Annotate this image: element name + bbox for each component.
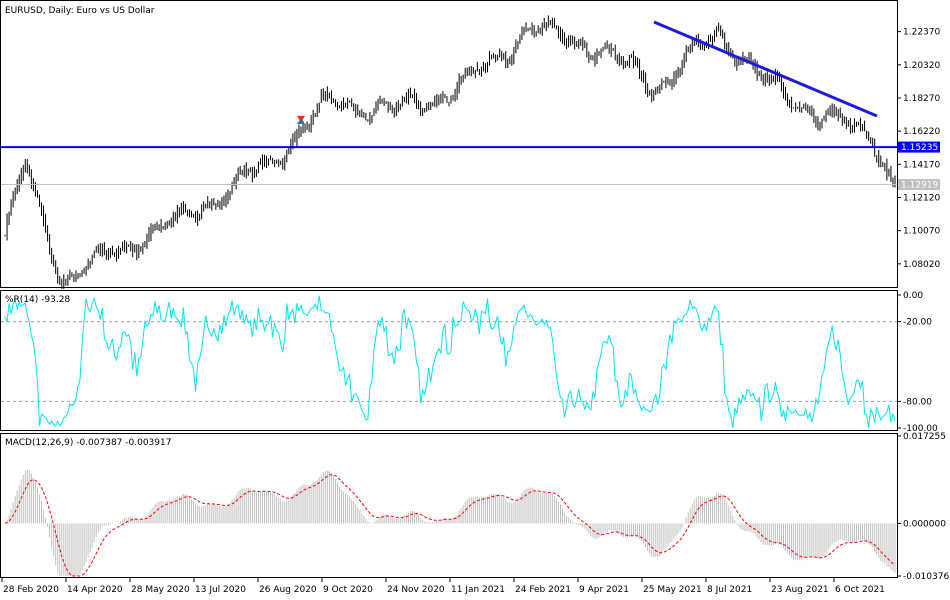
svg-text:1.15235: 1.15235 xyxy=(901,143,938,153)
date-tick-label: 23 Aug 2021 xyxy=(771,585,829,595)
wpr-y-axis: 0.00 -20.00 -80.00 -100.00 xyxy=(897,291,938,434)
price-tick-label: 1.16220 xyxy=(903,127,940,137)
date-tick-label: 25 May 2021 xyxy=(643,585,702,595)
price-candles xyxy=(4,15,896,289)
price-tick-label: 1.08020 xyxy=(903,260,940,270)
descending-trend-line[interactable] xyxy=(653,20,878,118)
price-tick-label: 1.14170 xyxy=(903,160,940,170)
macd-tick-label: 0.000000 xyxy=(903,519,946,529)
date-tick-label: 6 Oct 2021 xyxy=(835,585,885,595)
date-tick-label: 24 Feb 2021 xyxy=(515,585,571,595)
trade-arrow-icon xyxy=(297,116,305,124)
wpr-tick-label: 0.00 xyxy=(903,291,923,301)
wpr-label: %R(14) -93.28 xyxy=(5,295,70,305)
svg-text:1.12919: 1.12919 xyxy=(901,181,938,191)
date-tick-label: 24 Nov 2020 xyxy=(387,585,445,595)
wpr-tick-label: -20.00 xyxy=(903,318,932,328)
macd-tick-label: 0.017255 xyxy=(903,432,946,442)
macd-y-axis: 0.017255 0.000000 -0.010376 xyxy=(897,432,949,582)
price-tick-label: 1.22370 xyxy=(903,28,940,38)
price-y-axis: 1.22370 1.20320 1.18270 1.16220 1.14170 1.121… xyxy=(897,28,940,270)
macd-label: MACD(12,26,9) -0.007387 -0.003917 xyxy=(5,438,171,448)
date-tick-label: 28 Feb 2020 xyxy=(3,585,59,595)
date-tick-label: 8 Jul 2021 xyxy=(707,585,752,595)
date-tick-label: 26 Aug 2020 xyxy=(259,585,317,595)
price-panel[interactable] xyxy=(0,0,898,288)
macd-signal-line xyxy=(4,474,896,577)
date-tick-label: 9 Oct 2020 xyxy=(323,585,373,595)
horizontal-line-price-badge: 1.15235 xyxy=(898,141,940,153)
wpr-tick-label: -100.00 xyxy=(903,424,938,434)
wpr-level-lines xyxy=(1,321,897,402)
wpr-line xyxy=(4,295,896,428)
price-tick-label: 1.18270 xyxy=(903,94,940,104)
macd-panel[interactable] xyxy=(0,433,898,578)
chart-title: EURUSD, Daily: Euro vs US Dollar xyxy=(5,6,155,16)
date-tick-label: 13 Jul 2020 xyxy=(195,585,246,595)
macd-histogram xyxy=(6,469,896,576)
time-x-axis: 28 Feb 2020 14 Apr 2020 28 May 2020 13 Jul … xyxy=(1,578,885,595)
date-tick-label: 9 Apr 2021 xyxy=(579,585,629,595)
date-tick-label: 14 Apr 2020 xyxy=(67,585,123,595)
wpr-tick-label: -80.00 xyxy=(903,397,932,407)
wpr-panel[interactable] xyxy=(0,290,898,431)
price-tick-label: 1.12120 xyxy=(903,193,940,203)
bid-price-badge: 1.12919 xyxy=(898,179,940,191)
price-tick-label: 1.10070 xyxy=(903,227,940,237)
date-tick-label: 28 May 2020 xyxy=(131,585,190,595)
macd-tick-label: -0.010376 xyxy=(903,572,949,582)
price-tick-label: 1.20320 xyxy=(903,61,940,71)
date-tick-label: 11 Jan 2021 xyxy=(451,585,505,595)
